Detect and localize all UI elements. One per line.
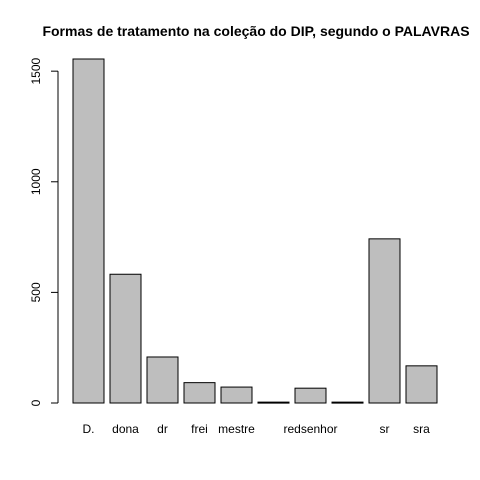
bar-6	[294, 387, 327, 404]
y-tick-label: 0	[29, 399, 43, 406]
bar-4	[220, 386, 253, 404]
y-tick-label: 1000	[29, 168, 43, 195]
bar-5	[257, 401, 290, 404]
y-axis: 0 500 1000 1500	[29, 57, 59, 406]
x-tick-label: sr	[380, 422, 390, 436]
y-tick-label: 500	[29, 282, 43, 302]
bar-9	[405, 365, 438, 404]
bar-8	[368, 238, 401, 404]
bar-7	[331, 401, 364, 404]
bar-0	[72, 58, 105, 404]
y-tick-label: 1500	[29, 57, 43, 84]
bars-layer	[72, 58, 438, 404]
x-tick-label: D.	[83, 422, 95, 436]
chart-title: Formas de tratamento na coleção do DIP, …	[42, 23, 469, 39]
x-tick-label: redsenhor	[283, 422, 337, 436]
x-tick-label: sra	[413, 422, 430, 436]
x-tick-label: mestre	[218, 422, 255, 436]
x-tick-label: dr	[157, 422, 168, 436]
bar-2	[146, 356, 179, 404]
bar-3	[183, 382, 216, 404]
x-axis-labels: D. dona dr frei mestre redsenhor sr sra	[83, 422, 431, 436]
x-tick-label: dona	[112, 422, 139, 436]
bar-1	[109, 273, 142, 404]
x-tick-label: frei	[191, 422, 208, 436]
